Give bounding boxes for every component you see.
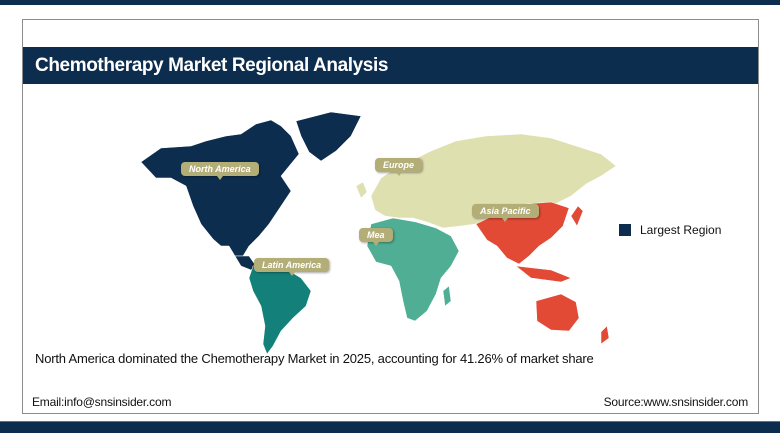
- region-mea: [366, 217, 460, 322]
- tag-europe: Europe: [375, 158, 423, 176]
- footer-email: Email:info@snsinsider.com: [32, 395, 172, 409]
- bottom-bar: [0, 421, 780, 433]
- legend-label: Largest Region: [640, 223, 722, 237]
- infographic-card: Chemotherapy Market Regional Analysis: [22, 19, 759, 414]
- region-north-america: [140, 111, 362, 271]
- top-bar: [0, 0, 780, 5]
- tag-north-america: North America: [181, 162, 259, 180]
- footer-source: Source:www.snsinsider.com: [603, 395, 749, 409]
- tag-latin-america: Latin America: [254, 258, 330, 276]
- legend-swatch: [619, 224, 631, 236]
- page-title: Chemotherapy Market Regional Analysis: [35, 55, 388, 76]
- region-asia-pacific: [475, 201, 610, 345]
- summary-text: North America dominated the Chemotherapy…: [35, 351, 594, 366]
- tag-mea: Mea: [359, 228, 393, 246]
- region-latin-america: [248, 260, 312, 355]
- legend: Largest Region: [619, 223, 721, 237]
- tag-asia-pacific: Asia Pacific: [472, 204, 539, 222]
- world-map: [140, 111, 617, 355]
- header-bar: Chemotherapy Market Regional Analysis: [23, 47, 758, 84]
- region-europe: [355, 133, 617, 229]
